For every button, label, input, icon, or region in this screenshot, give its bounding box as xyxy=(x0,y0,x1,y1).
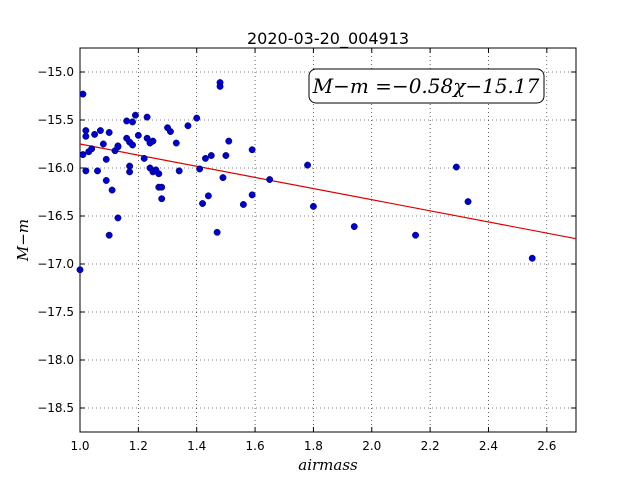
data-point xyxy=(91,130,99,138)
data-point xyxy=(79,151,87,159)
data-point xyxy=(131,111,139,119)
y-tick-label: −15.5 xyxy=(37,113,74,127)
data-point xyxy=(266,176,274,183)
data-point xyxy=(134,131,142,139)
data-point xyxy=(196,165,204,173)
data-point xyxy=(464,198,472,206)
data-point xyxy=(193,114,201,122)
data-point xyxy=(99,140,107,148)
x-tick-label: 1.0 xyxy=(70,439,89,453)
data-marks xyxy=(76,79,577,274)
y-tick-label: −16.5 xyxy=(37,209,74,223)
y-tick-label: −18.5 xyxy=(37,401,74,415)
data-point xyxy=(202,154,209,162)
data-point xyxy=(213,228,221,236)
grid xyxy=(80,48,576,432)
x-tick-label: 1.6 xyxy=(246,439,265,453)
x-tick-label: 2.0 xyxy=(362,439,381,453)
data-point xyxy=(82,167,90,175)
data-point xyxy=(166,128,174,135)
data-point xyxy=(114,214,122,222)
data-point xyxy=(225,137,233,145)
y-tick-label: −17.5 xyxy=(37,305,74,319)
data-point xyxy=(184,122,192,130)
x-tick-label: 2.6 xyxy=(537,439,556,453)
x-tick-label: 2.2 xyxy=(421,439,440,453)
data-point xyxy=(102,177,110,184)
y-tick-label: −18.0 xyxy=(37,353,74,367)
y-tick-label: −17.0 xyxy=(37,257,74,271)
data-point xyxy=(309,202,317,210)
equation-annotation: M−m =−0.58χ−15.17 xyxy=(308,68,545,104)
y-axis-label: M−m xyxy=(14,219,32,262)
data-point xyxy=(88,145,96,153)
data-point xyxy=(204,192,212,200)
data-point xyxy=(105,231,113,239)
data-point xyxy=(158,183,166,191)
data-point xyxy=(350,223,358,231)
data-point xyxy=(79,90,87,98)
data-point xyxy=(126,168,134,176)
plot-frame xyxy=(79,47,577,433)
data-point xyxy=(199,200,206,207)
data-point xyxy=(149,137,157,145)
x-tick-label: 1.4 xyxy=(187,439,206,453)
data-point xyxy=(172,139,180,147)
data-point xyxy=(219,174,227,182)
data-point xyxy=(114,143,122,151)
axis-ticks: 1.0 1.2 1.4 1.6 1.8 2.0 2.2 2.4 2.6 −15.0 −15.5 −16… xyxy=(37,48,576,453)
data-point xyxy=(216,82,224,90)
data-point xyxy=(108,186,116,194)
data-point xyxy=(248,191,256,199)
data-point xyxy=(222,152,230,159)
data-point xyxy=(412,231,419,239)
data-point xyxy=(140,154,148,162)
y-tick-label: −16.0 xyxy=(37,161,74,175)
data-point xyxy=(143,113,151,121)
fit-line xyxy=(79,143,577,240)
data-point xyxy=(155,170,163,178)
x-tick-label: 2.4 xyxy=(479,439,498,453)
y-tick-label: −15.0 xyxy=(37,65,74,79)
data-point xyxy=(126,162,134,170)
data-point xyxy=(528,254,536,262)
x-tick-label: 1.8 xyxy=(304,439,323,453)
annotation-text: M−m =−0.58χ−15.17 xyxy=(312,74,540,98)
data-point xyxy=(175,167,183,175)
data-point xyxy=(248,146,256,154)
data-point xyxy=(76,266,84,274)
chart-title: 2020-03-20_004913 xyxy=(247,29,409,49)
x-axis-label: airmass xyxy=(298,456,358,474)
x-tick-label: 1.2 xyxy=(129,439,148,453)
data-point xyxy=(207,152,215,159)
data-point xyxy=(96,127,104,135)
data-point xyxy=(123,117,131,125)
data-point xyxy=(158,195,166,203)
data-point xyxy=(102,155,110,163)
data-point xyxy=(129,118,136,126)
data-point xyxy=(239,201,247,208)
annotation-frame xyxy=(308,68,545,104)
data-point xyxy=(129,141,136,149)
data-point xyxy=(94,167,101,175)
data-point xyxy=(82,132,90,140)
data-point xyxy=(304,161,312,169)
data-point xyxy=(452,163,460,171)
data-point xyxy=(105,129,113,136)
data-point xyxy=(82,127,90,135)
